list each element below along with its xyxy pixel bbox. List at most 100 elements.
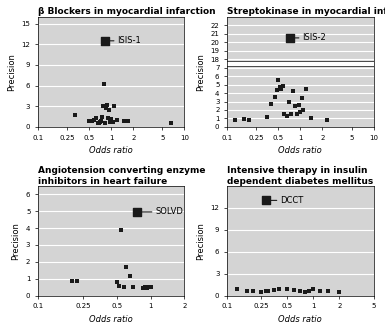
Point: [134, 209, 140, 214]
Point: [325, 289, 331, 294]
Point: [107, 116, 114, 121]
Point: [306, 289, 313, 294]
Point: [244, 289, 250, 294]
Point: [100, 104, 106, 109]
Point: [284, 286, 290, 291]
Point: [121, 118, 127, 124]
Point: [317, 288, 323, 293]
Point: [276, 84, 283, 90]
Point: [105, 107, 112, 112]
Point: [99, 114, 105, 119]
X-axis label: Odds ratio: Odds ratio: [89, 146, 133, 155]
Point: [263, 288, 269, 293]
Point: [105, 115, 111, 120]
Point: [91, 118, 97, 123]
Point: [96, 120, 102, 125]
Point: [125, 118, 131, 123]
Point: [258, 290, 264, 295]
Point: [291, 287, 297, 293]
Text: Intensive therapy in insulin
dependent diabetes mellitus: Intensive therapy in insulin dependent d…: [227, 166, 373, 186]
Point: [104, 102, 110, 108]
Point: [114, 280, 120, 285]
Point: [299, 95, 305, 101]
Point: [265, 289, 271, 294]
Point: [72, 113, 78, 118]
Point: [271, 287, 277, 293]
Point: [280, 84, 286, 89]
Text: ISIS-2: ISIS-2: [302, 33, 326, 42]
Point: [296, 102, 302, 108]
Point: [122, 264, 129, 270]
Point: [297, 109, 303, 114]
Point: [121, 285, 127, 290]
Point: [278, 86, 285, 91]
Point: [233, 118, 239, 123]
Point: [275, 78, 281, 83]
X-axis label: Odds ratio: Odds ratio: [278, 146, 322, 155]
Point: [303, 86, 309, 91]
Point: [103, 105, 109, 110]
Text: Streptokinase in myocardial infarction: Streptokinase in myocardial infarction: [227, 7, 385, 16]
Point: [147, 285, 154, 290]
Point: [142, 285, 149, 290]
Point: [246, 118, 252, 123]
Point: [118, 227, 124, 232]
Point: [308, 116, 314, 121]
Point: [108, 119, 114, 124]
Point: [263, 198, 269, 203]
Point: [93, 115, 99, 120]
Point: [116, 283, 122, 288]
Point: [130, 284, 136, 289]
Point: [111, 103, 117, 108]
Point: [94, 120, 100, 125]
Point: [336, 290, 342, 295]
Text: β Blockers in myocardial infarction: β Blockers in myocardial infarction: [38, 7, 216, 16]
Y-axis label: Precision: Precision: [11, 222, 20, 260]
Point: [281, 112, 287, 117]
Point: [294, 112, 300, 117]
Point: [102, 120, 109, 125]
Text: SOLVD: SOLVD: [156, 208, 184, 216]
Point: [324, 118, 330, 123]
Point: [276, 287, 282, 292]
Point: [300, 107, 306, 113]
Point: [241, 117, 247, 122]
Point: [107, 120, 113, 125]
Point: [274, 88, 280, 93]
Text: DCCT: DCCT: [280, 196, 304, 205]
Y-axis label: Precision: Precision: [7, 53, 16, 91]
Y-axis label: Precision: Precision: [196, 222, 205, 260]
X-axis label: Odds ratio: Odds ratio: [89, 315, 133, 324]
Point: [98, 119, 104, 124]
Point: [288, 112, 294, 117]
Point: [290, 89, 296, 94]
Bar: [227, 61, 373, 66]
Point: [86, 119, 92, 124]
Text: Angiotension converting enzyme
inhibitors in heart failure: Angiotension converting enzyme inhibitor…: [38, 166, 206, 186]
Point: [89, 118, 95, 123]
Point: [168, 120, 174, 125]
Point: [250, 288, 256, 293]
Point: [102, 38, 108, 43]
Point: [110, 119, 116, 125]
Point: [234, 286, 240, 291]
Point: [310, 287, 316, 292]
Point: [139, 286, 146, 291]
Point: [283, 113, 290, 118]
X-axis label: Odds ratio: Odds ratio: [278, 315, 322, 324]
Point: [101, 81, 107, 87]
Point: [97, 119, 103, 125]
Point: [302, 290, 308, 295]
Point: [74, 279, 80, 284]
Point: [144, 286, 150, 291]
Point: [69, 279, 75, 284]
Point: [126, 273, 132, 278]
Point: [292, 103, 298, 108]
Point: [264, 114, 270, 119]
Point: [268, 101, 274, 107]
Point: [272, 95, 278, 100]
Point: [297, 288, 303, 293]
Point: [145, 284, 151, 289]
Point: [287, 35, 293, 41]
Text: ISIS-1: ISIS-1: [117, 36, 141, 45]
